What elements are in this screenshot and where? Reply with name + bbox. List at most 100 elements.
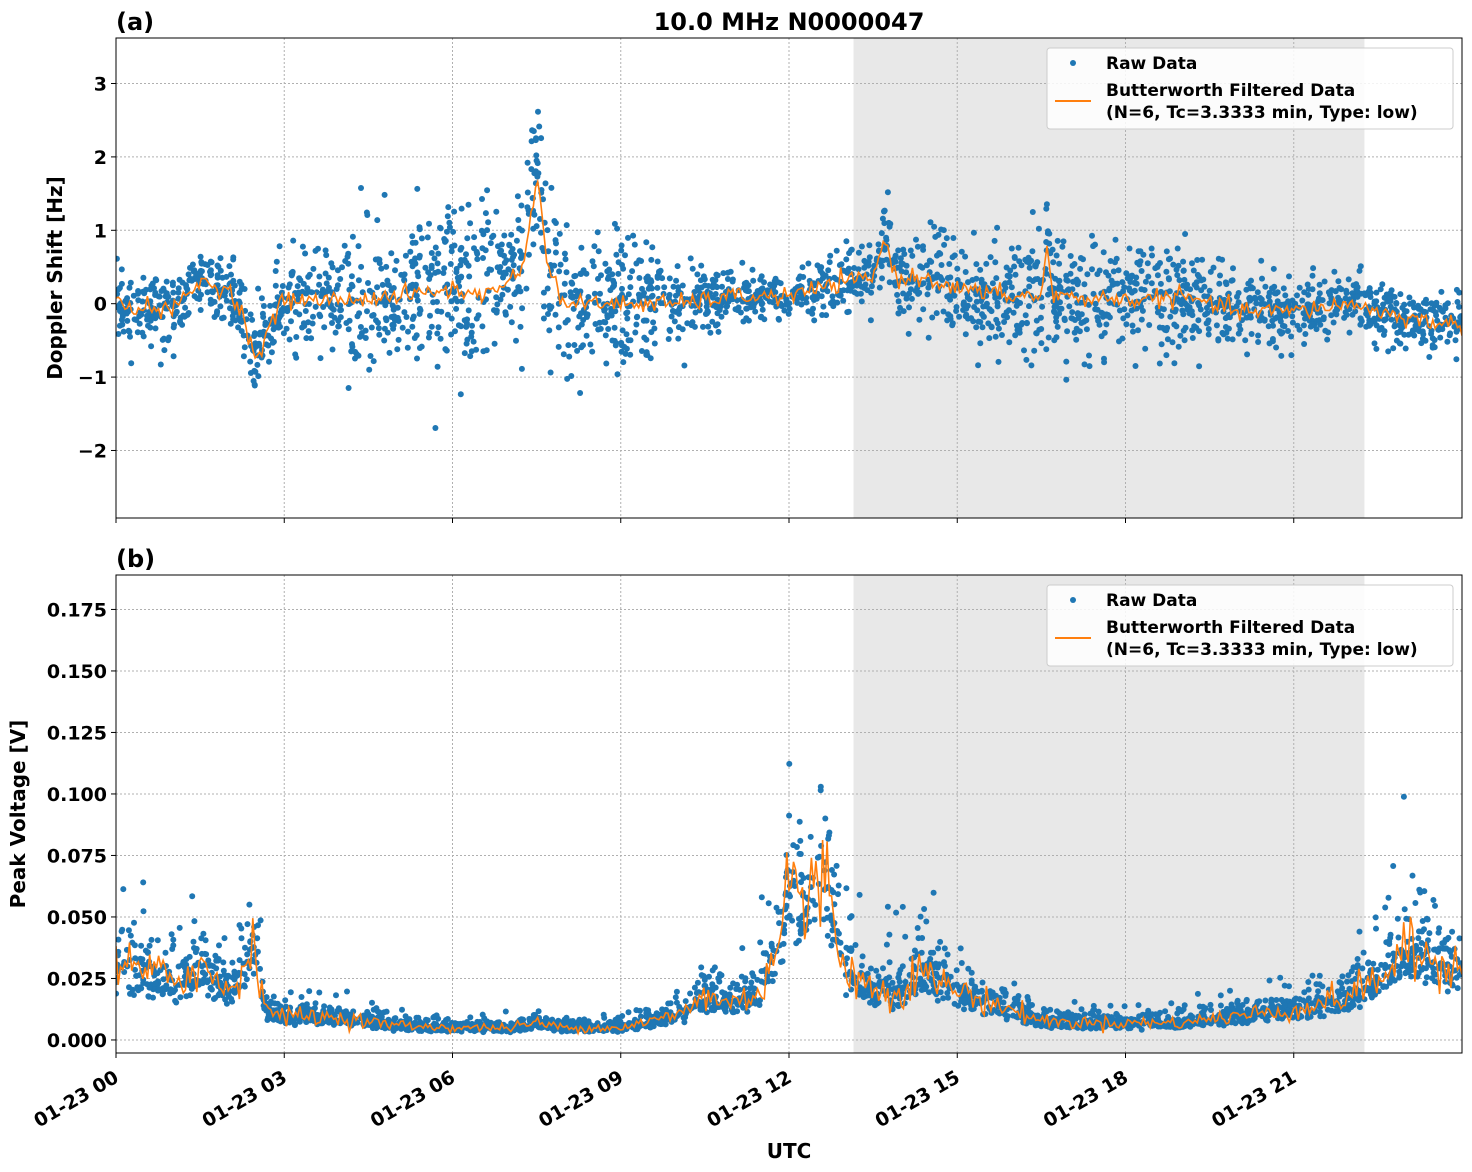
raw-data-point <box>205 957 212 964</box>
y-axis-label: Doppler Shift [Hz] <box>43 176 67 380</box>
raw-data-point <box>1182 300 1188 307</box>
panel-label: (a) <box>116 8 154 36</box>
raw-data-point <box>587 341 594 348</box>
raw-data-point <box>269 339 276 346</box>
raw-data-point <box>1386 295 1393 302</box>
raw-data-point <box>310 265 317 272</box>
raw-data-point <box>1447 330 1454 337</box>
raw-data-point <box>651 340 658 347</box>
raw-data-point <box>451 242 458 249</box>
raw-data-point <box>564 317 571 324</box>
raw-data-point <box>517 323 524 330</box>
raw-data-point <box>1200 1011 1207 1018</box>
raw-data-point <box>530 128 537 135</box>
raw-data-point <box>463 340 470 347</box>
raw-data-point <box>333 992 339 999</box>
raw-data-point <box>1372 914 1379 921</box>
raw-data-point <box>1149 252 1155 259</box>
raw-data-point <box>1050 259 1057 266</box>
raw-data-point <box>182 304 189 311</box>
raw-data-point <box>1090 290 1097 297</box>
raw-data-point <box>568 279 575 286</box>
raw-data-point <box>426 220 432 227</box>
raw-data-point <box>1081 281 1088 288</box>
raw-data-point <box>947 296 954 303</box>
raw-data-point <box>240 332 247 339</box>
raw-data-point <box>1354 284 1361 291</box>
raw-data-point <box>795 275 802 282</box>
raw-data-point <box>567 289 574 296</box>
raw-data-point <box>116 990 120 997</box>
raw-data-point <box>337 307 344 314</box>
raw-data-point <box>758 273 765 280</box>
raw-data-point <box>644 273 651 280</box>
raw-data-point <box>179 321 186 328</box>
raw-data-point <box>1071 261 1078 267</box>
raw-data-point <box>426 276 433 282</box>
raw-data-point <box>1432 946 1439 953</box>
raw-data-point <box>1170 261 1177 268</box>
raw-data-point <box>1371 315 1378 322</box>
raw-data-point <box>384 329 391 336</box>
raw-data-point <box>775 279 782 286</box>
raw-data-point <box>618 247 625 254</box>
raw-data-point <box>422 264 429 271</box>
raw-data-point <box>951 1000 958 1007</box>
raw-data-point <box>682 998 689 1005</box>
raw-data-point <box>878 263 885 270</box>
raw-data-point <box>1123 270 1130 277</box>
raw-data-point <box>639 285 645 292</box>
raw-data-point <box>254 948 261 955</box>
raw-data-point <box>1248 331 1255 337</box>
raw-data-point <box>1224 335 1231 342</box>
raw-data-point <box>365 1011 372 1018</box>
raw-data-point <box>1098 333 1105 340</box>
raw-data-point <box>1305 301 1312 308</box>
raw-data-point <box>954 265 961 272</box>
raw-data-point <box>1234 997 1241 1004</box>
raw-data-point <box>1213 299 1220 306</box>
raw-data-point <box>394 346 401 353</box>
raw-data-point <box>867 999 873 1006</box>
raw-data-point <box>125 927 132 934</box>
raw-data-point <box>601 307 608 314</box>
raw-data-point <box>1307 1013 1314 1020</box>
raw-data-point <box>988 308 995 315</box>
raw-data-point <box>1045 291 1051 298</box>
raw-data-point <box>714 321 721 328</box>
raw-data-point <box>1138 286 1145 293</box>
raw-data-point <box>1437 334 1444 341</box>
raw-data-point <box>1022 312 1029 319</box>
raw-data-point <box>442 237 449 244</box>
raw-data-point <box>1336 285 1343 291</box>
raw-data-point <box>388 287 395 294</box>
raw-data-point <box>515 217 522 223</box>
raw-data-point <box>1444 338 1451 345</box>
raw-data-point <box>930 889 937 896</box>
raw-data-point <box>565 342 572 349</box>
raw-data-point <box>917 980 924 987</box>
raw-data-point <box>316 281 323 288</box>
raw-data-point <box>1401 906 1408 913</box>
raw-data-point <box>116 331 122 337</box>
raw-data-point <box>439 1027 446 1034</box>
raw-data-point <box>1235 1005 1242 1012</box>
raw-data-point <box>409 233 416 240</box>
raw-data-point <box>1225 290 1232 297</box>
raw-data-point <box>333 286 340 292</box>
raw-data-point <box>244 951 251 958</box>
raw-data-point <box>1004 272 1011 279</box>
raw-data-point <box>949 254 956 261</box>
raw-data-point <box>416 252 423 259</box>
raw-data-point <box>1201 293 1208 300</box>
raw-data-point <box>1187 286 1194 293</box>
raw-data-point <box>547 369 554 376</box>
raw-data-point <box>267 302 274 309</box>
raw-data-point <box>944 990 951 996</box>
raw-data-point <box>450 228 457 235</box>
raw-data-point <box>1359 965 1366 972</box>
raw-data-point <box>541 303 547 310</box>
raw-data-point <box>902 978 909 985</box>
raw-data-point <box>1232 1020 1239 1027</box>
raw-data-point <box>1107 1002 1114 1009</box>
